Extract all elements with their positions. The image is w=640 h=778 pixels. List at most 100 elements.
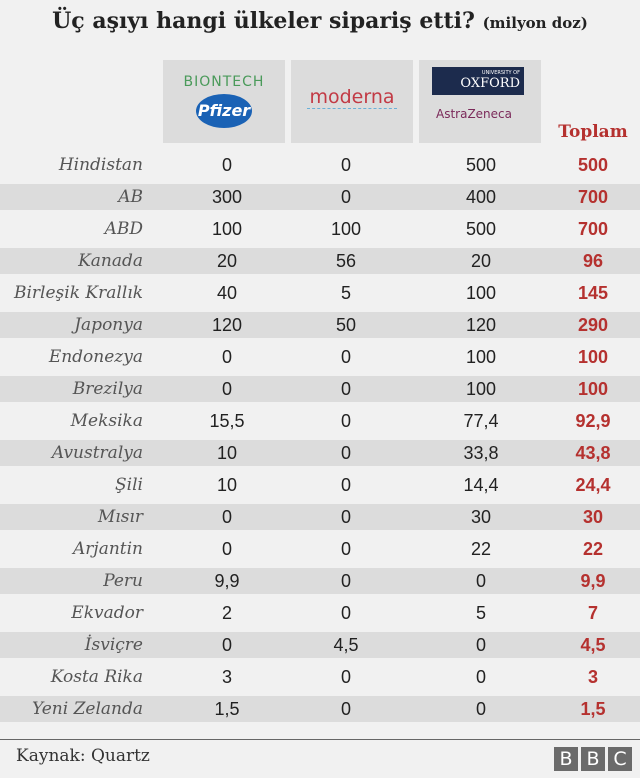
moderna-cell: 0 (340, 155, 351, 175)
country-cell: Ekvador (71, 603, 143, 623)
pfizer-cell: 40 (216, 283, 238, 303)
bbc-letter: C (608, 747, 632, 771)
table-row: Mısır 0 0 30 30 (0, 504, 640, 530)
table-row: Peru 9,9 0 0 9,9 (0, 568, 640, 594)
astrazeneca-cell: 0 (475, 635, 486, 655)
pfizer-cell: 15,5 (209, 411, 245, 431)
moderna-cell: 0 (340, 699, 351, 719)
astrazeneca-cell: 0 (475, 571, 486, 591)
table-row: Japonya 120 50 120 290 (0, 312, 640, 338)
biontech-text: BIONTECH (183, 74, 265, 90)
country-cell: Yeni Zelanda (31, 699, 143, 719)
table-row: İsviçre 0 4,5 0 4,5 (0, 632, 640, 658)
astrazeneca-cell: 100 (465, 347, 497, 367)
table-row: ABD 100 100 500 700 (0, 216, 640, 242)
oxford-badge: UNIVERSITY OF OXFORD (432, 67, 524, 95)
bbc-logo: B B C (554, 747, 632, 771)
moderna-cell: 0 (340, 507, 351, 527)
country-cell: Endonezya (48, 347, 143, 367)
pfizer-cell: 300 (211, 187, 243, 207)
table-row: Avustralya 10 0 33,8 43,8 (0, 440, 640, 466)
pfizer-cell: 9,9 (214, 571, 240, 591)
table-row: Kosta Rika 3 0 0 3 (0, 664, 640, 690)
table-row: Birleşik Krallık 40 5 100 145 (0, 280, 640, 306)
country-cell: Birleşik Krallık (14, 283, 143, 303)
country-cell: Japonya (74, 315, 143, 335)
total-cell: 100 (577, 379, 609, 399)
moderna-cell: 0 (340, 539, 351, 559)
moderna-cell: 0 (340, 571, 351, 591)
country-cell: Brezilya (72, 379, 143, 399)
biontech-pfizer-logo: BIONTECH Pfizer (163, 60, 285, 143)
moderna-cell: 100 (330, 219, 362, 239)
bbc-letter: B (581, 747, 605, 771)
pfizer-cell: 0 (221, 539, 232, 559)
country-cell: Kanada (78, 251, 143, 271)
total-cell: 22 (582, 539, 604, 559)
country-cell: Hindistan (58, 155, 143, 175)
astrazeneca-text: AstraZeneca (436, 107, 512, 121)
pfizer-cell: 100 (211, 219, 243, 239)
table-row: Endonezya 0 0 100 100 (0, 344, 640, 370)
moderna-cell: 56 (335, 251, 357, 271)
table-row: Brezilya 0 0 100 100 (0, 376, 640, 402)
country-cell: ABD (104, 219, 143, 239)
total-cell: 290 (577, 315, 609, 335)
bbc-letter: B (554, 747, 578, 771)
moderna-cell: 0 (340, 443, 351, 463)
pfizer-cell: 20 (216, 251, 238, 271)
oxford-text: OXFORD (460, 76, 520, 91)
pfizer-cell: 0 (221, 379, 232, 399)
astrazeneca-cell: 100 (465, 379, 497, 399)
country-cell: Mısır (97, 507, 143, 527)
table-row: Arjantin 0 0 22 22 (0, 536, 640, 562)
table-row: Ekvador 2 0 5 7 (0, 600, 640, 626)
country-cell: AB (118, 187, 143, 207)
total-header: Toplam (558, 122, 628, 142)
pfizer-cell: 10 (216, 443, 238, 463)
table-row: Meksika 15,5 0 77,4 92,9 (0, 408, 640, 434)
astrazeneca-cell: 5 (475, 603, 486, 623)
astrazeneca-cell: 120 (465, 315, 497, 335)
pfizer-cell: 10 (216, 475, 238, 495)
total-cell: 92,9 (575, 411, 611, 431)
pfizer-cell: 0 (221, 347, 232, 367)
moderna-cell: 0 (340, 411, 351, 431)
total-cell: 500 (577, 155, 609, 175)
footer-divider (0, 739, 640, 740)
astrazeneca-cell: 22 (470, 539, 492, 559)
moderna-cell: 4,5 (333, 635, 359, 655)
total-cell: 9,9 (580, 571, 606, 591)
moderna-text: moderna (307, 86, 397, 109)
moderna-logo: moderna (291, 60, 413, 143)
pfizer-cell: 0 (221, 155, 232, 175)
pfizer-cell: 120 (211, 315, 243, 335)
total-cell: 700 (577, 219, 609, 239)
unit-label: (milyon doz) (482, 14, 588, 32)
country-cell: Arjantin (73, 539, 143, 559)
total-cell: 145 (577, 283, 609, 303)
country-cell: Kosta Rika (50, 667, 143, 687)
moderna-cell: 0 (340, 603, 351, 623)
moderna-cell: 5 (340, 283, 351, 303)
title-text: Üç aşıyı hangi ülkeler sipariş etti? (52, 8, 475, 34)
country-cell: Peru (103, 571, 143, 591)
university-of-text: UNIVERSITY OF (481, 70, 520, 76)
astrazeneca-cell: 400 (465, 187, 497, 207)
pfizer-cell: 0 (221, 635, 232, 655)
source-label: Kaynak: Quartz (16, 746, 150, 766)
moderna-cell: 0 (340, 475, 351, 495)
astrazeneca-cell: 0 (475, 667, 486, 687)
pfizer-text: Pfizer (196, 94, 252, 128)
country-cell: Meksika (70, 411, 143, 431)
astrazeneca-cell: 14,4 (463, 475, 499, 495)
total-cell: 96 (582, 251, 604, 271)
total-cell: 4,5 (580, 635, 606, 655)
pfizer-cell: 1,5 (214, 699, 240, 719)
table-row: Kanada 20 56 20 96 (0, 248, 640, 274)
table-row: Hindistan 0 0 500 500 (0, 152, 640, 178)
country-cell: İsviçre (84, 635, 143, 655)
total-cell: 7 (587, 603, 598, 623)
astrazeneca-cell: 500 (465, 219, 497, 239)
